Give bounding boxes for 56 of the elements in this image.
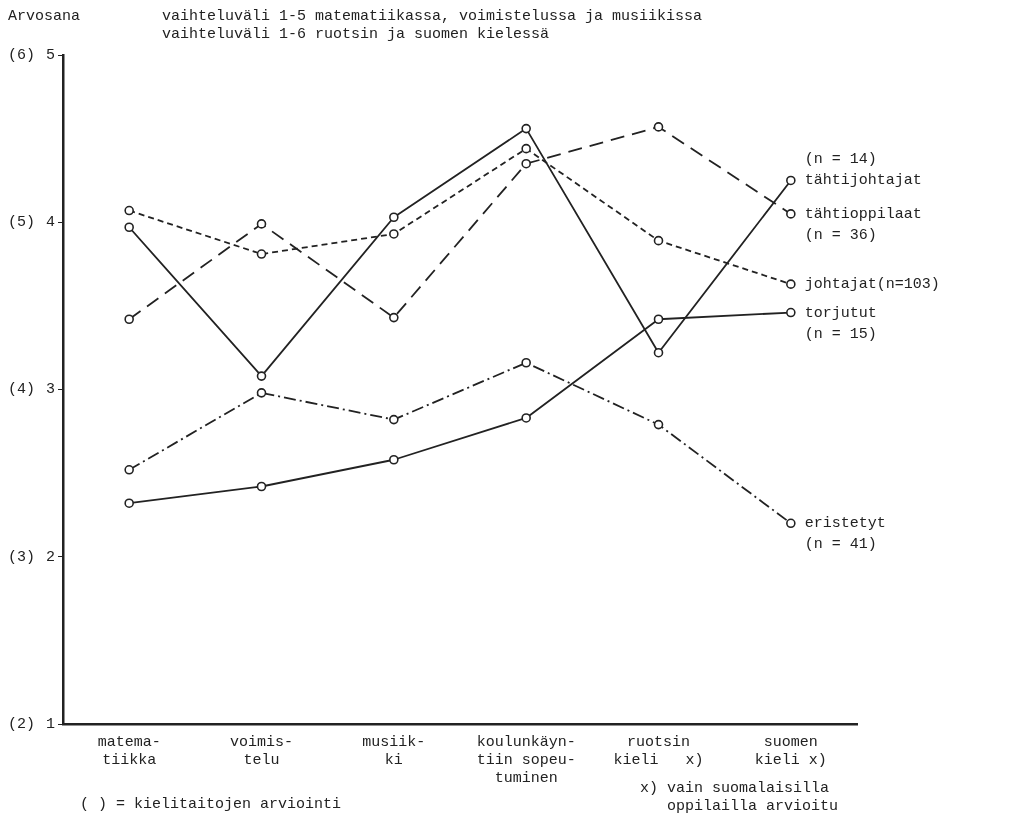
point: [389, 312, 399, 323]
x-tick-label: suomen kieli x): [754, 733, 827, 769]
x-tick-label: voimis- telu: [230, 733, 294, 769]
point: [124, 205, 134, 216]
point: [389, 454, 399, 465]
point: [786, 307, 796, 318]
series-label: eristetyt (n = 41): [804, 515, 886, 554]
point: [389, 212, 399, 223]
y2-tick-label: (4): [7, 381, 35, 399]
point: [653, 122, 664, 132]
x-tick-label: ruotsin kieli x): [613, 733, 704, 769]
x-tick-label: matema- tiikka: [97, 733, 161, 769]
y2-tick-label: (3): [7, 548, 35, 566]
series-label: (n = 14) tähtijohtajat: [804, 151, 922, 190]
point: [256, 371, 267, 381]
series-label: torjutut (n = 15): [804, 304, 877, 343]
point: [124, 314, 134, 325]
point: [389, 229, 399, 239]
x-tick-label: musiik- ki: [362, 733, 426, 769]
y-tick-label: 5: [45, 46, 56, 64]
point: [521, 357, 531, 368]
point: [521, 143, 531, 154]
point: [653, 235, 664, 246]
series-label: johtajat(n=103): [804, 276, 940, 294]
point: [653, 419, 664, 430]
point: [256, 249, 267, 259]
point: [521, 413, 531, 423]
text: ( ) = kielitaitojen arviointi: [80, 796, 342, 814]
y-tick-label: 2: [45, 548, 56, 566]
point: [389, 414, 399, 425]
y-axis-title: Arvosana: [8, 8, 81, 26]
point: [256, 481, 267, 492]
y-tick-label: 3: [45, 381, 56, 399]
y2-tick-label: (6): [7, 46, 35, 64]
point: [256, 388, 267, 398]
point: [521, 158, 531, 169]
series-label: tähtioppilaat (n = 36): [804, 205, 922, 244]
point: [786, 175, 796, 186]
y-tick-label: 1: [45, 715, 56, 733]
point: [124, 498, 134, 509]
point: [124, 222, 134, 233]
point: [786, 518, 796, 529]
point: [786, 279, 796, 289]
x-tick-label: koulunkäyn- tiin sopeu- tuminen: [476, 733, 576, 787]
point: [786, 209, 796, 219]
point: [653, 347, 664, 358]
chart-title: vaihteluväli 1-5 matematiikassa, voimistelussa ja musiikissa: [162, 8, 703, 26]
point: [256, 219, 267, 229]
chart-subtitle: vaihteluväli 1-6 ruotsin ja suomen kielessä: [162, 26, 550, 44]
point: [521, 123, 531, 134]
y-tick-label: 4: [45, 214, 56, 232]
text: x) vain suomalaisilla oppilailla arvioitu: [640, 780, 839, 816]
y2-tick-label: (5): [7, 214, 35, 232]
y2-tick-label: (2): [7, 715, 35, 733]
point: [124, 464, 134, 475]
point: [653, 314, 664, 325]
